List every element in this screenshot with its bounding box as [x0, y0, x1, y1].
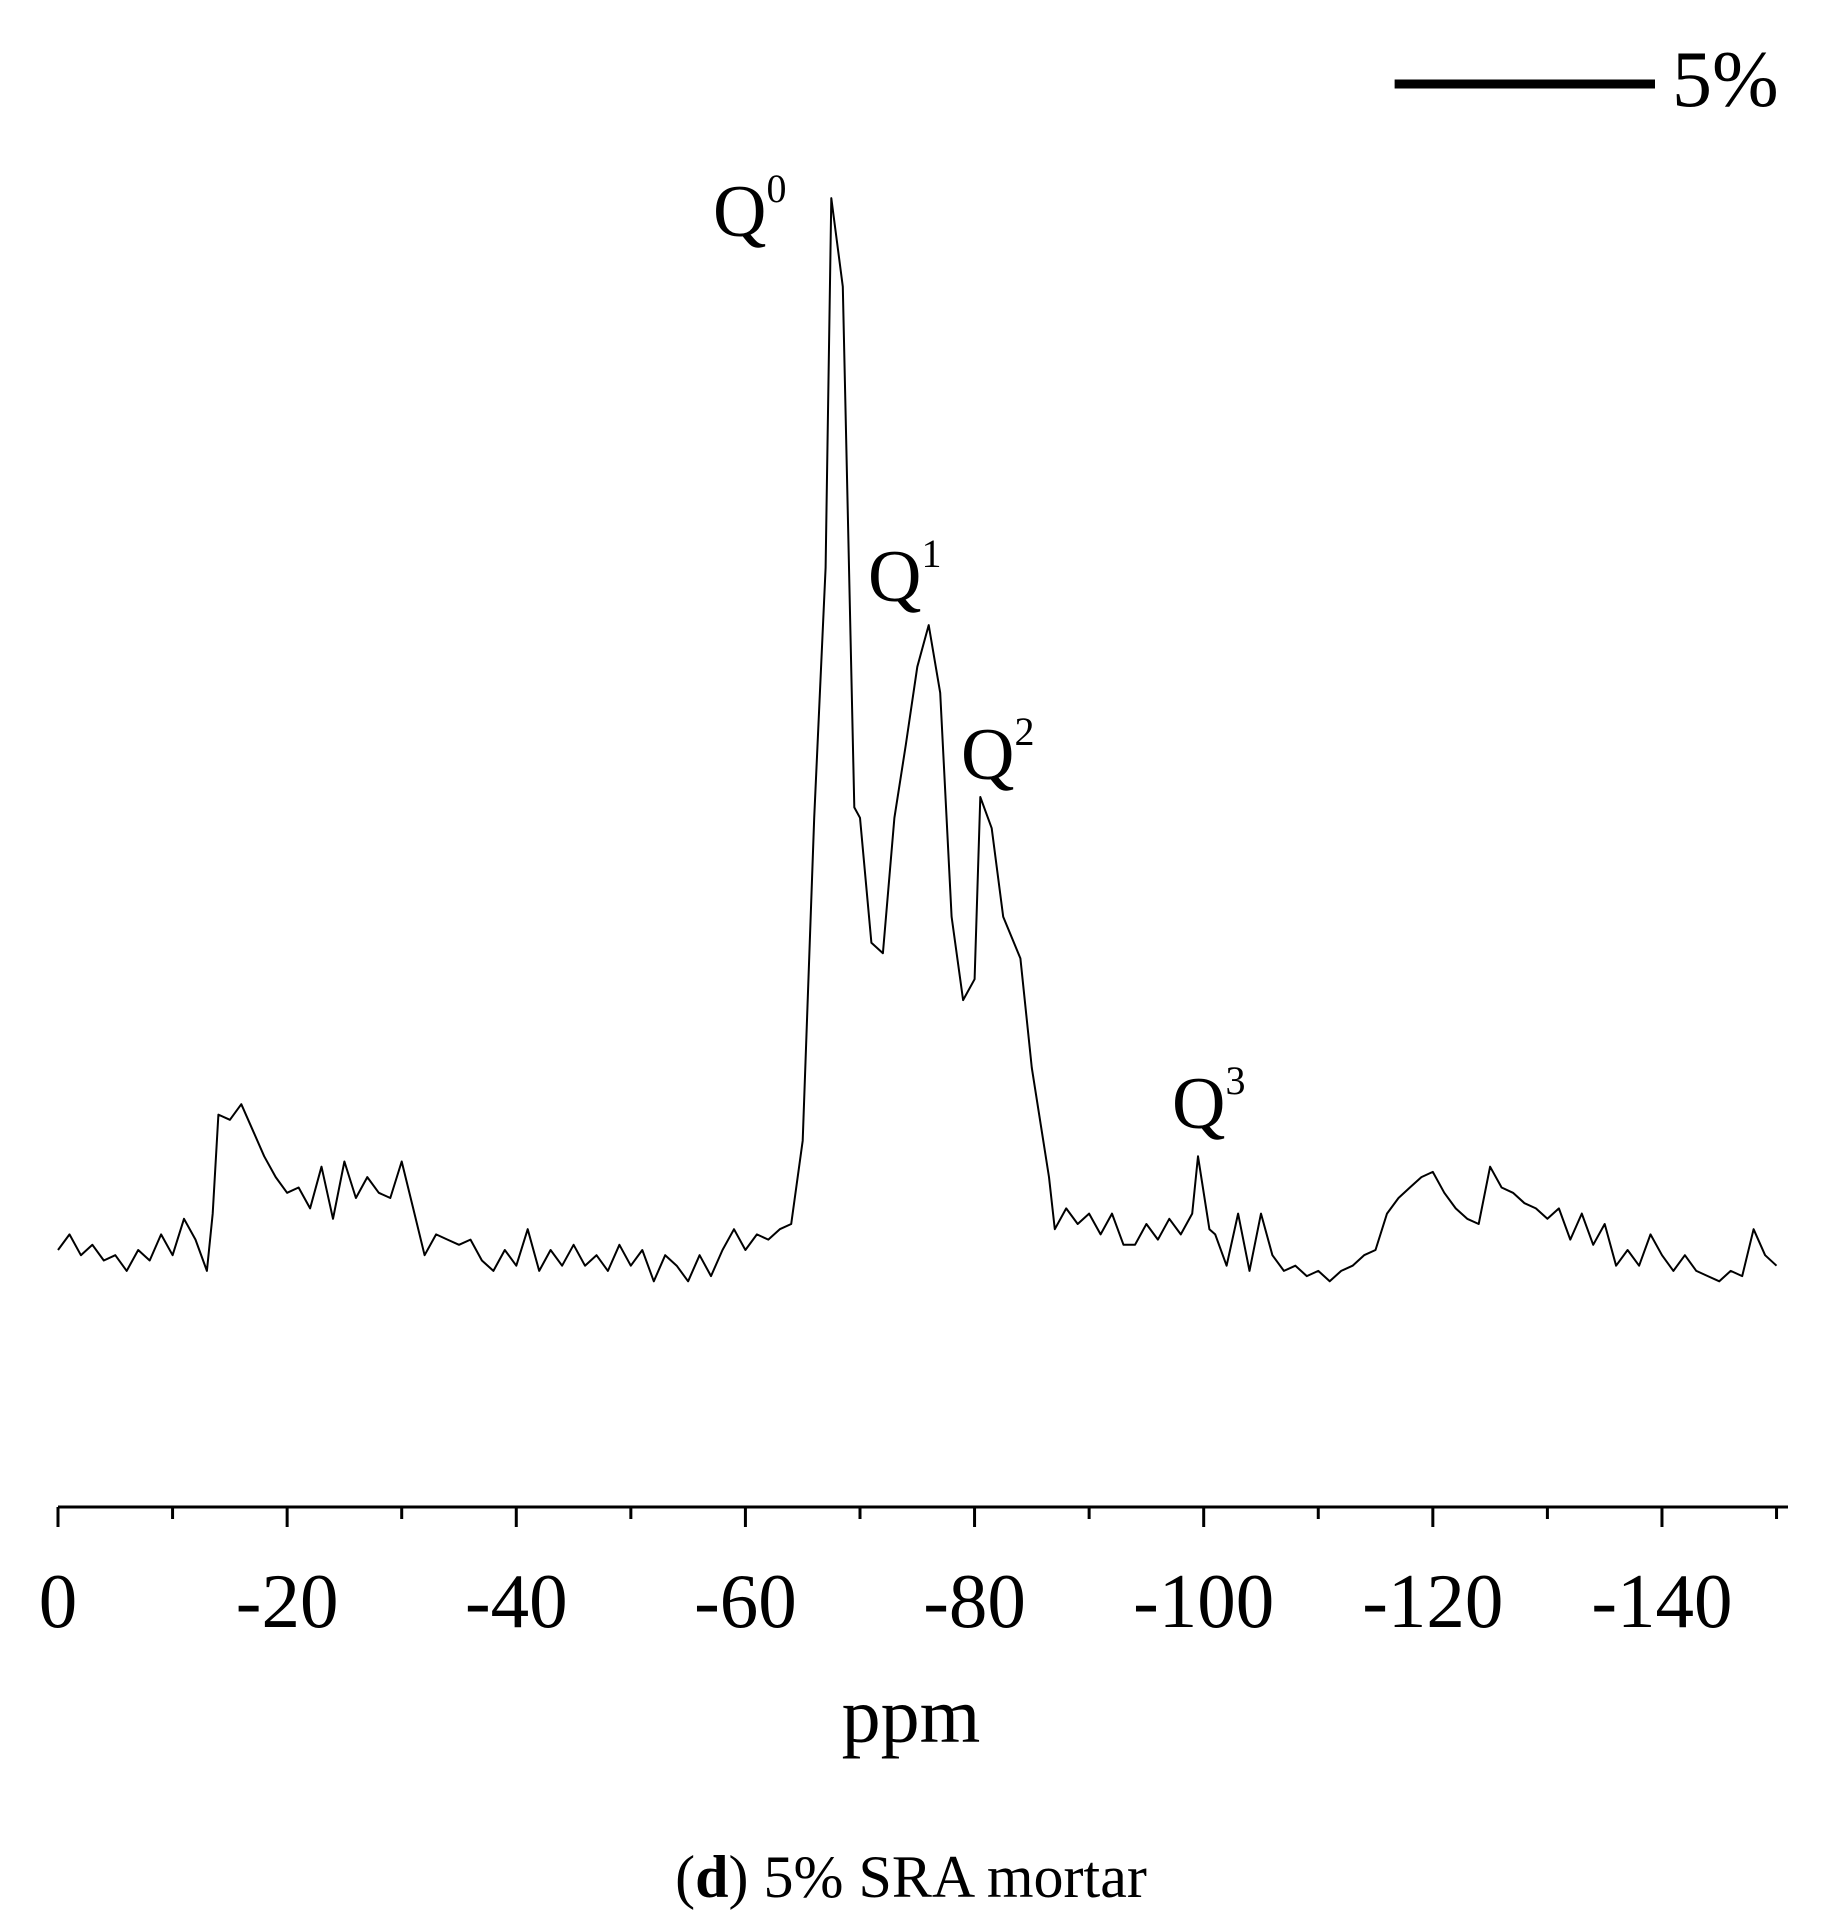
peak-label-letter: Q: [713, 171, 766, 253]
peak-label-letter: Q: [1172, 1063, 1225, 1145]
peak-label-letter: Q: [868, 536, 921, 618]
caption-part: (: [675, 1844, 695, 1910]
peak-label: Q0: [713, 166, 786, 253]
peak-label: Q3: [1172, 1058, 1245, 1145]
peak-label: Q1: [868, 531, 941, 618]
x-tick-label: -120: [1362, 1558, 1503, 1644]
x-tick-label: 0: [39, 1558, 78, 1644]
x-tick-label: -20: [236, 1558, 339, 1644]
peak-label-sup: 3: [1225, 1058, 1245, 1103]
x-tick-label: -40: [465, 1558, 568, 1644]
peak-label-sup: 2: [1014, 709, 1034, 754]
caption: (d) 5% SRA mortar: [675, 1844, 1147, 1910]
x-tick-label: -140: [1591, 1558, 1732, 1644]
caption-part: ) 5% SRA mortar: [729, 1844, 1147, 1910]
x-tick-label: -100: [1133, 1558, 1274, 1644]
scale-bar-label: 5%: [1672, 36, 1779, 124]
x-tick-label: -60: [694, 1558, 797, 1644]
caption-panel: d: [695, 1844, 728, 1910]
peak-label-sup: 0: [766, 166, 786, 211]
peak-label-sup: 1: [921, 531, 941, 576]
x-tick-label: -80: [923, 1558, 1026, 1644]
x-axis-label: ppm: [842, 1672, 981, 1759]
spectrum-line: [57, 197, 1778, 1283]
peak-label-letter: Q: [961, 714, 1014, 796]
peak-label: Q2: [961, 709, 1034, 796]
